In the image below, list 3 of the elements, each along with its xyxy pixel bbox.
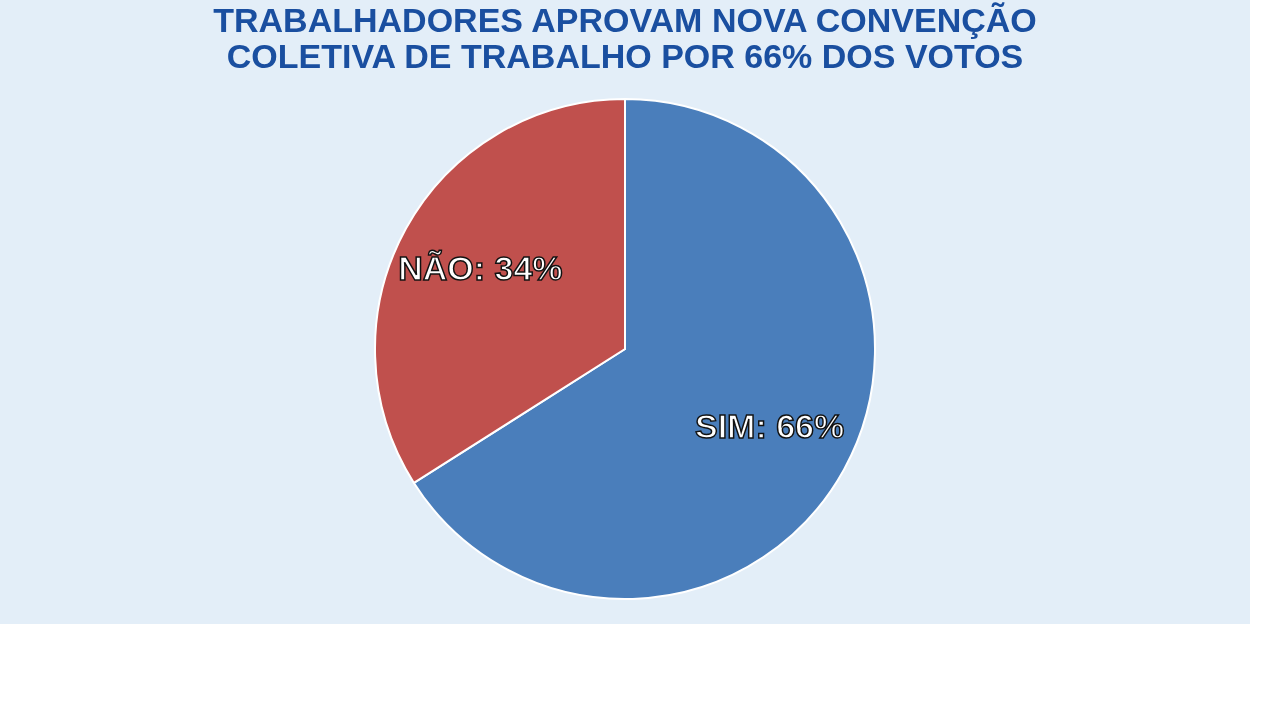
slice-label: SIM: 66% [694, 407, 845, 446]
slice-label: NÃO: 34% [398, 248, 563, 287]
chart-title: TRABALHADORES APROVAM NOVA CONVENÇÃO COLETIVA DE TRABALHO POR 66% DOS VOTOS [213, 1, 1037, 75]
